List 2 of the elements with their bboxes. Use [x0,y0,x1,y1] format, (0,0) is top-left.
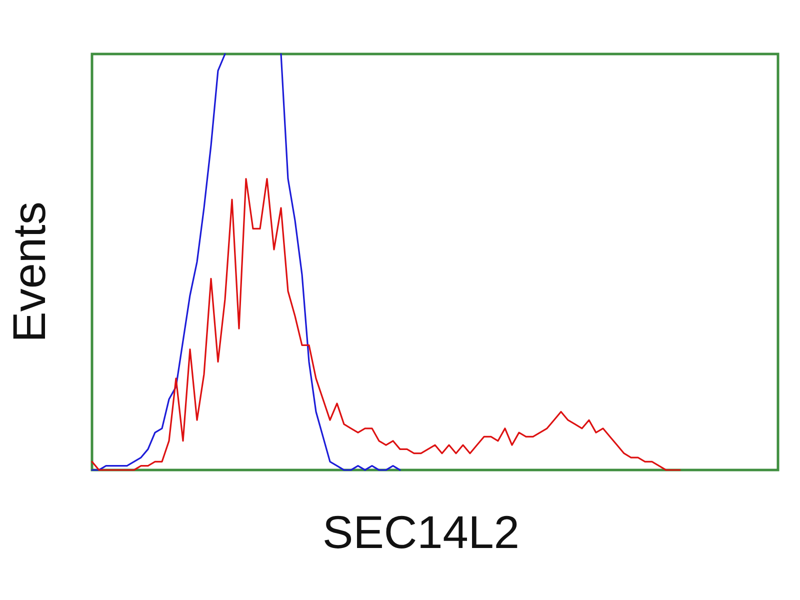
x-axis-title: SEC14L2 [322,506,520,558]
y-axis-title: Events [3,202,55,342]
